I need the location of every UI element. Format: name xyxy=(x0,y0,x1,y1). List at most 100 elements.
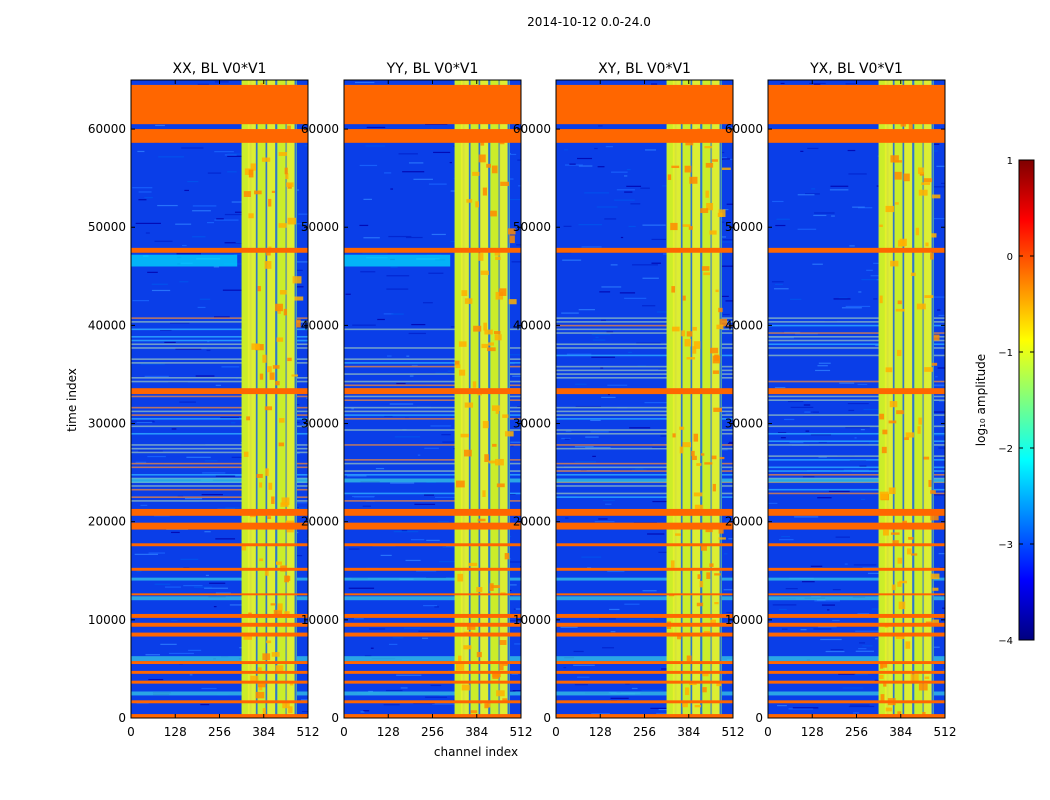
flagged-band xyxy=(344,567,521,571)
x-tick-label: 256 xyxy=(633,725,656,739)
flagged-band xyxy=(768,661,945,665)
flagged-band xyxy=(556,567,733,571)
flagged-band xyxy=(556,680,733,684)
flagged-band xyxy=(556,670,733,674)
flagged-band xyxy=(344,593,521,596)
flagged-band xyxy=(768,522,945,530)
flagged-band xyxy=(344,700,521,704)
x-tick-label: 128 xyxy=(377,725,400,739)
flagged-band xyxy=(556,247,733,253)
x-tick-label: 0 xyxy=(127,725,135,739)
x-tick-label: 384 xyxy=(465,725,488,739)
y-tick-label: 0 xyxy=(755,711,763,725)
flagged-band xyxy=(344,129,521,143)
y-tick-label: 20000 xyxy=(301,515,339,529)
colorbar-tick-label: 1 xyxy=(1007,156,1013,167)
y-tick-label: 60000 xyxy=(301,122,339,136)
colorbar: log₁₀ amplitude 1 0 −1 −2 −3 −4 xyxy=(974,156,1035,647)
x-tick-label: 512 xyxy=(510,725,533,739)
y-tick-label: 60000 xyxy=(88,122,126,136)
flagged-band xyxy=(344,680,521,684)
flagged-band xyxy=(131,622,308,627)
y-tick-label: 40000 xyxy=(513,318,551,332)
flagged-band xyxy=(131,613,308,618)
flagged-band xyxy=(556,543,733,547)
colorbar-label: log₁₀ amplitude xyxy=(974,354,988,446)
flagged-band xyxy=(131,508,308,516)
y-tick-label: 30000 xyxy=(513,417,551,431)
x-tick-label: 0 xyxy=(552,725,560,739)
flagged-band xyxy=(344,522,521,530)
flagged-band xyxy=(768,129,945,143)
y-tick-label: 60000 xyxy=(725,122,763,136)
flagged-band xyxy=(344,632,521,637)
flagged-band xyxy=(556,593,733,596)
colorbar-tick-label: −4 xyxy=(998,636,1013,647)
y-tick-label: 40000 xyxy=(725,318,763,332)
flagged-band xyxy=(556,508,733,516)
flagged-band xyxy=(344,247,521,253)
y-tick-label: 50000 xyxy=(301,220,339,234)
flagged-band xyxy=(344,543,521,547)
flagged-band xyxy=(131,543,308,547)
x-tick-label: 256 xyxy=(208,725,231,739)
y-tick-label: 30000 xyxy=(88,417,126,431)
x-tick-label: 0 xyxy=(340,725,348,739)
flagged-band xyxy=(131,680,308,684)
panels: XX, BL V0*V1 0 128 256 384 512 0 10000 20000 3000… xyxy=(88,61,957,739)
flagged-band xyxy=(344,508,521,516)
flagged-band xyxy=(768,632,945,637)
flagged-band xyxy=(131,522,308,530)
y-tick-label: 10000 xyxy=(725,613,763,627)
flagged-band xyxy=(556,632,733,637)
flagged-band xyxy=(768,543,945,547)
y-tick-label: 10000 xyxy=(88,613,126,627)
y-tick-label: 0 xyxy=(543,711,551,725)
flagged-band xyxy=(556,613,733,618)
flagged-band xyxy=(131,84,308,125)
flagged-band xyxy=(344,84,521,125)
flagged-band xyxy=(131,670,308,674)
panel-2: XY, BL V0*V1 0 128 256 384 512 0 10000 20000 3000… xyxy=(513,61,745,739)
y-tick-label: 10000 xyxy=(513,613,551,627)
x-tick-label: 128 xyxy=(589,725,612,739)
y-tick-label: 20000 xyxy=(725,515,763,529)
x-tick-label: 384 xyxy=(252,725,275,739)
flagged-band xyxy=(768,613,945,618)
flagged-band xyxy=(556,700,733,704)
flagged-band xyxy=(131,700,308,704)
flagged-band xyxy=(131,632,308,637)
panel-3: YX, BL V0*V1 0 128 256 384 512 0 10000 20000 3000… xyxy=(725,61,957,739)
x-tick-label: 256 xyxy=(421,725,444,739)
flagged-band xyxy=(556,388,733,395)
panel-0: XX, BL V0*V1 0 128 256 384 512 0 10000 20000 3000… xyxy=(88,61,320,739)
y-tick-label: 0 xyxy=(331,711,339,725)
x-tick-label: 512 xyxy=(297,725,320,739)
flagged-band xyxy=(768,593,945,596)
x-tick-label: 256 xyxy=(845,725,868,739)
flagged-band xyxy=(768,567,945,571)
flagged-band xyxy=(131,129,308,143)
flagged-band xyxy=(556,84,733,125)
flagged-band xyxy=(344,670,521,674)
y-tick-label: 50000 xyxy=(513,220,551,234)
figure-title: 2014-10-12 0.0-24.0 xyxy=(527,15,651,29)
colorbar-tick-label: −3 xyxy=(998,540,1013,551)
flagged-band xyxy=(768,700,945,704)
flagged-band xyxy=(768,622,945,627)
panel-title: YY, BL V0*V1 xyxy=(386,61,479,77)
colorbar-tick-label: 0 xyxy=(1007,252,1013,263)
y-tick-label: 40000 xyxy=(88,318,126,332)
y-tick-label: 20000 xyxy=(88,515,126,529)
panel-1: YY, BL V0*V1 0 128 256 384 512 0 10000 20000 3000… xyxy=(301,61,533,739)
y-tick-label: 40000 xyxy=(301,318,339,332)
flagged-band xyxy=(344,613,521,618)
flagged-band xyxy=(556,522,733,530)
flagged-band xyxy=(131,661,308,665)
panel-title: XX, BL V0*V1 xyxy=(173,61,267,77)
flagged-band xyxy=(556,129,733,143)
y-tick-label: 10000 xyxy=(301,613,339,627)
y-tick-label: 60000 xyxy=(513,122,551,136)
flagged-band xyxy=(344,661,521,665)
